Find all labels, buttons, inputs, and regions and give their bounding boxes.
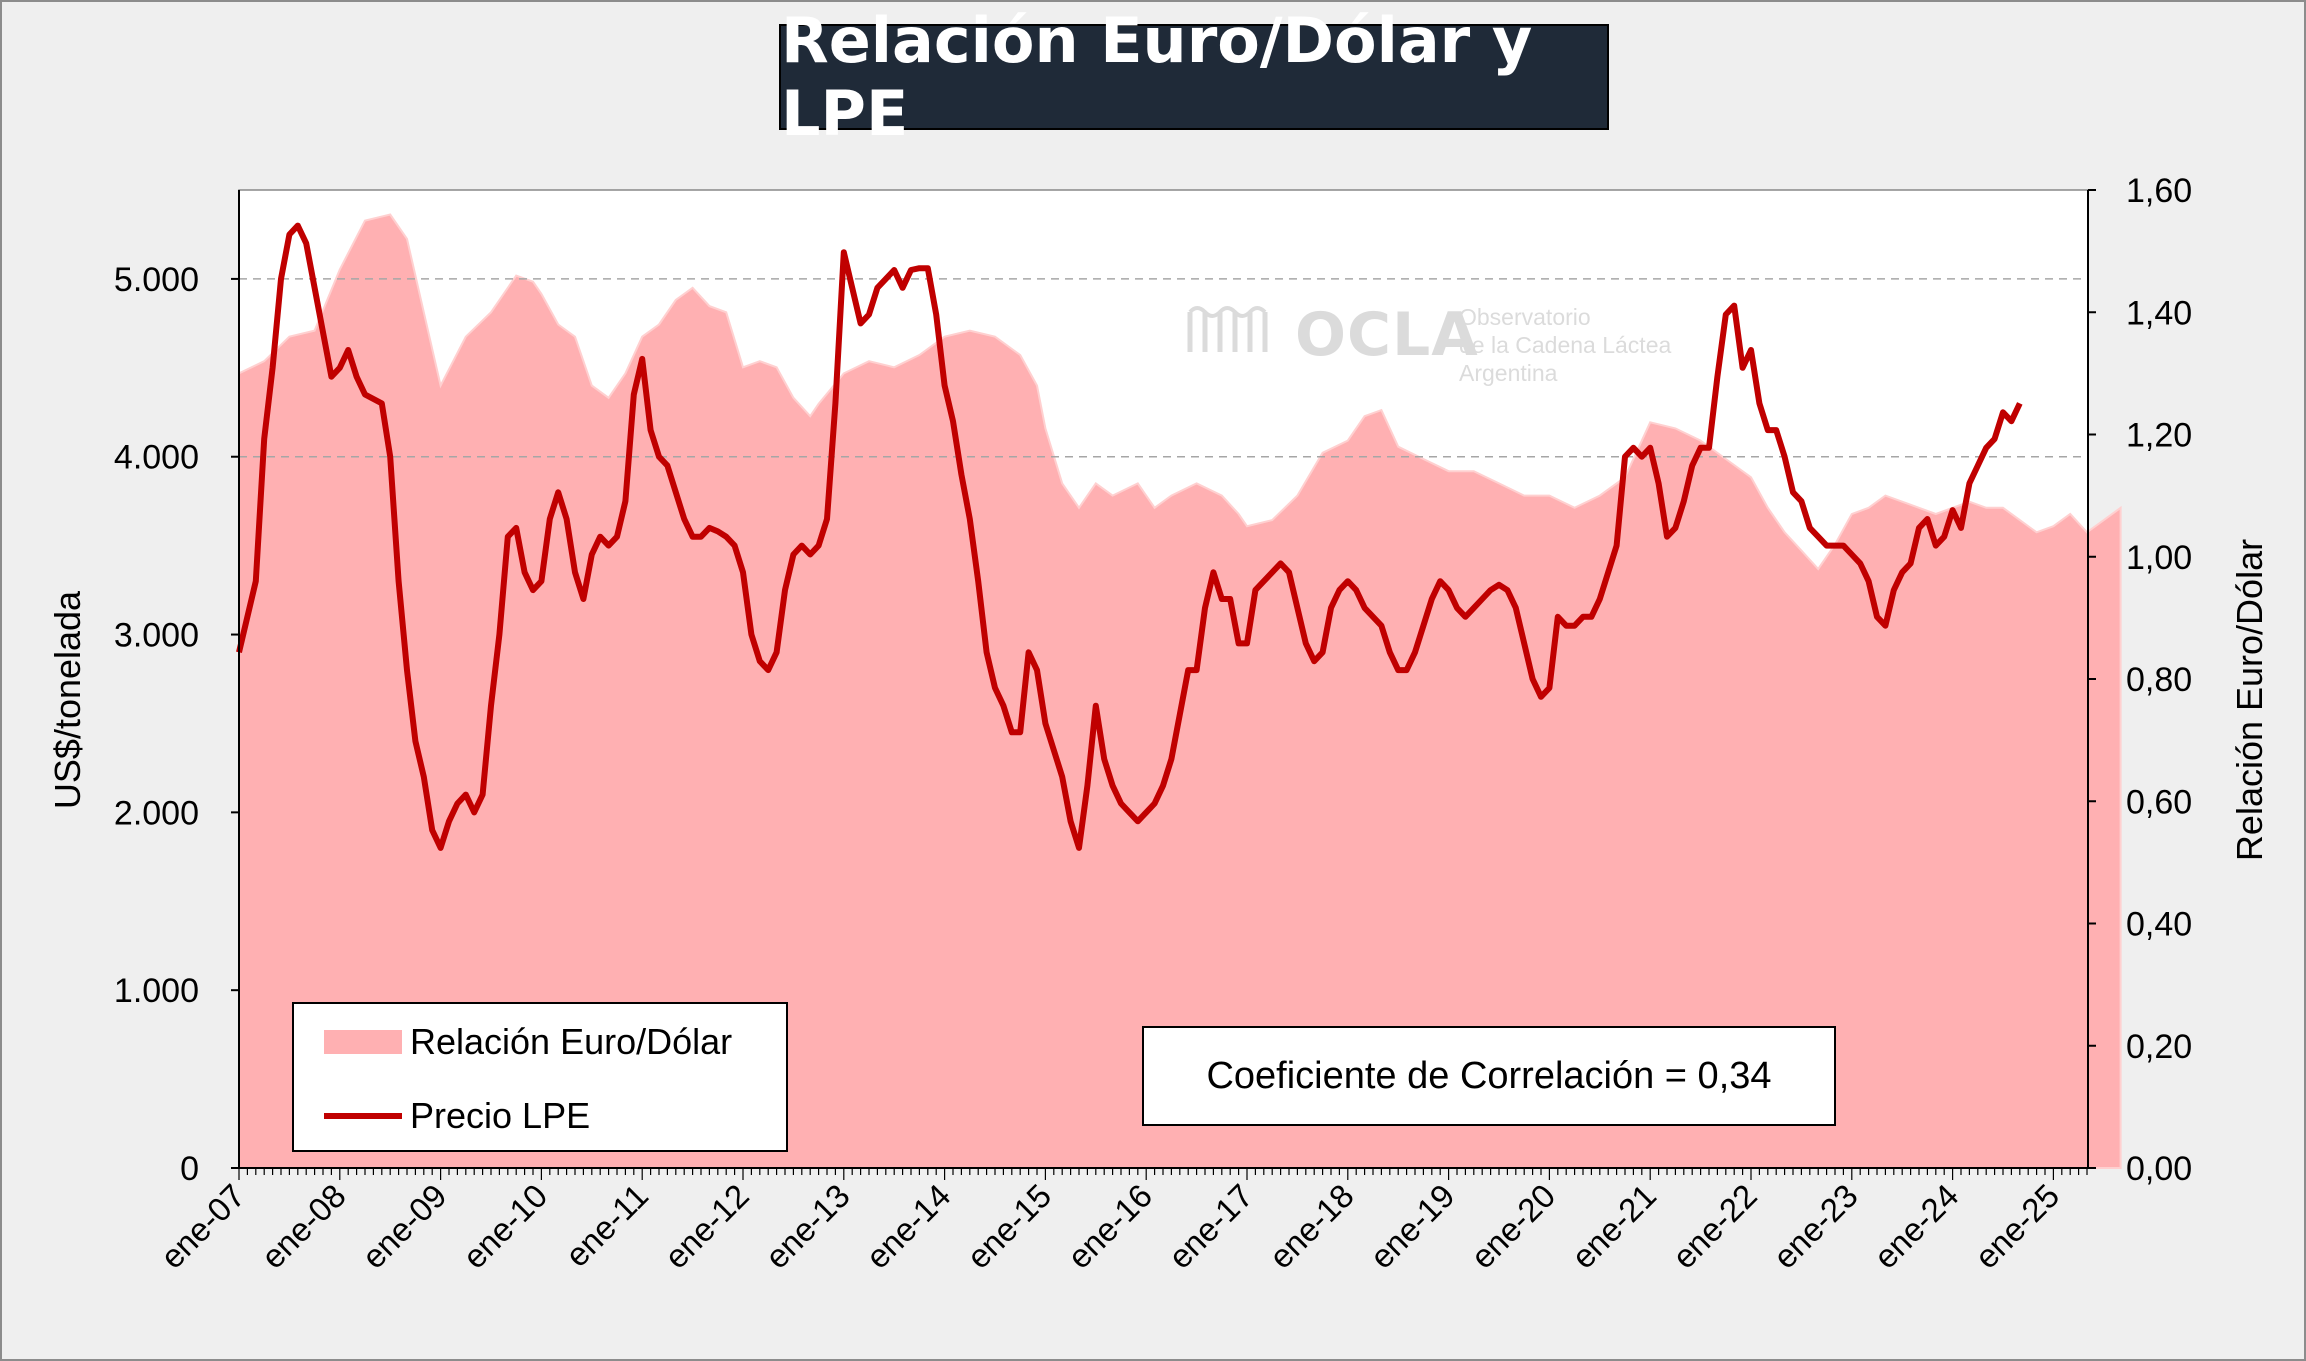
watermark-line1: Observatorio — [1459, 304, 1591, 330]
y-tick-label-right: 0,20 — [2126, 1028, 2192, 1066]
legend-label-line: Precio LPE — [410, 1095, 591, 1136]
x-tick-label: ene-22 — [1665, 1177, 1764, 1276]
y-tick-label-right: 0,60 — [2126, 783, 2192, 821]
y-tick-label-left: 1.000 — [114, 972, 199, 1010]
x-tick-label: ene-21 — [1564, 1177, 1663, 1276]
y-tick-label-right: 0,80 — [2126, 661, 2192, 699]
y-axis-label-right: Relación Euro/Dólar — [2229, 539, 2270, 861]
x-tick-label: ene-10 — [456, 1177, 555, 1276]
x-tick-label: ene-16 — [1060, 1177, 1159, 1276]
correlation-annotation: Coeficiente de Correlación = 0,34 — [1142, 1026, 1836, 1126]
y-tick-label-right: 1,20 — [2126, 417, 2192, 455]
x-tick-label: ene-20 — [1464, 1177, 1563, 1276]
line-layer — [236, 222, 2023, 851]
x-tick-label: ene-13 — [758, 1177, 857, 1276]
x-tick-label: ene-17 — [1161, 1177, 1260, 1276]
legend-label-area: Relación Euro/Dólar — [410, 1021, 733, 1062]
legend-item-line: Precio LPE — [324, 1086, 590, 1146]
ocla-logo-icon — [1187, 306, 1268, 352]
x-tick-label: ene-18 — [1262, 1177, 1361, 1276]
watermark-name: OCLA — [1295, 300, 1479, 370]
watermark-line3: Argentina — [1459, 360, 1558, 386]
y-tick-label-right: 1,40 — [2126, 294, 2192, 332]
legend-swatch-area — [324, 1030, 402, 1054]
y-tick-label-left: 3.000 — [114, 617, 199, 655]
y-tick-label-left: 4.000 — [114, 439, 199, 477]
x-tick-label: ene-12 — [657, 1177, 756, 1276]
y-tick-label-right: 1,60 — [2126, 172, 2192, 210]
x-tick-label: ene-11 — [558, 1177, 655, 1274]
y-tick-label-left: 0 — [180, 1150, 199, 1188]
grid-layer — [239, 278, 2088, 458]
x-tick-label: ene-07 — [153, 1177, 252, 1276]
y-tick-label-right: 0,00 — [2126, 1150, 2192, 1188]
correlation-text: Coeficiente de Correlación = 0,34 — [1206, 1054, 1772, 1097]
chart-title-box: Relación Euro/Dólar y LPE — [779, 4, 1609, 150]
series-line-precio-lpe — [236, 222, 2023, 851]
y-tick-label-left: 5.000 — [114, 261, 199, 299]
legend-item-area: Relación Euro/Dólar — [324, 1012, 732, 1072]
watermark-line2: de la Cadena Láctea — [1459, 332, 1672, 358]
y-axis-label-left: US$/tonelada — [47, 590, 88, 809]
x-tick-label: ene-15 — [960, 1177, 1059, 1276]
y-tick-label-left: 2.000 — [114, 794, 199, 832]
x-tick-label: ene-14 — [859, 1177, 958, 1276]
x-tick-label: ene-23 — [1766, 1177, 1865, 1276]
legend-swatch-line — [324, 1113, 402, 1119]
y-tick-label-right: 1,00 — [2126, 539, 2192, 577]
x-tick-label: ene-24 — [1867, 1177, 1966, 1276]
x-tick-label: ene-08 — [254, 1177, 353, 1276]
x-tick-label: ene-25 — [1968, 1177, 2067, 1276]
legend: Relación Euro/Dólar Precio LPE — [292, 1002, 788, 1152]
x-tick-label: ene-09 — [355, 1177, 454, 1276]
x-tick-label: ene-19 — [1363, 1177, 1462, 1276]
y-tick-label-right: 0,40 — [2126, 906, 2192, 944]
chart-title: Relación Euro/Dólar y LPE — [781, 4, 1533, 150]
